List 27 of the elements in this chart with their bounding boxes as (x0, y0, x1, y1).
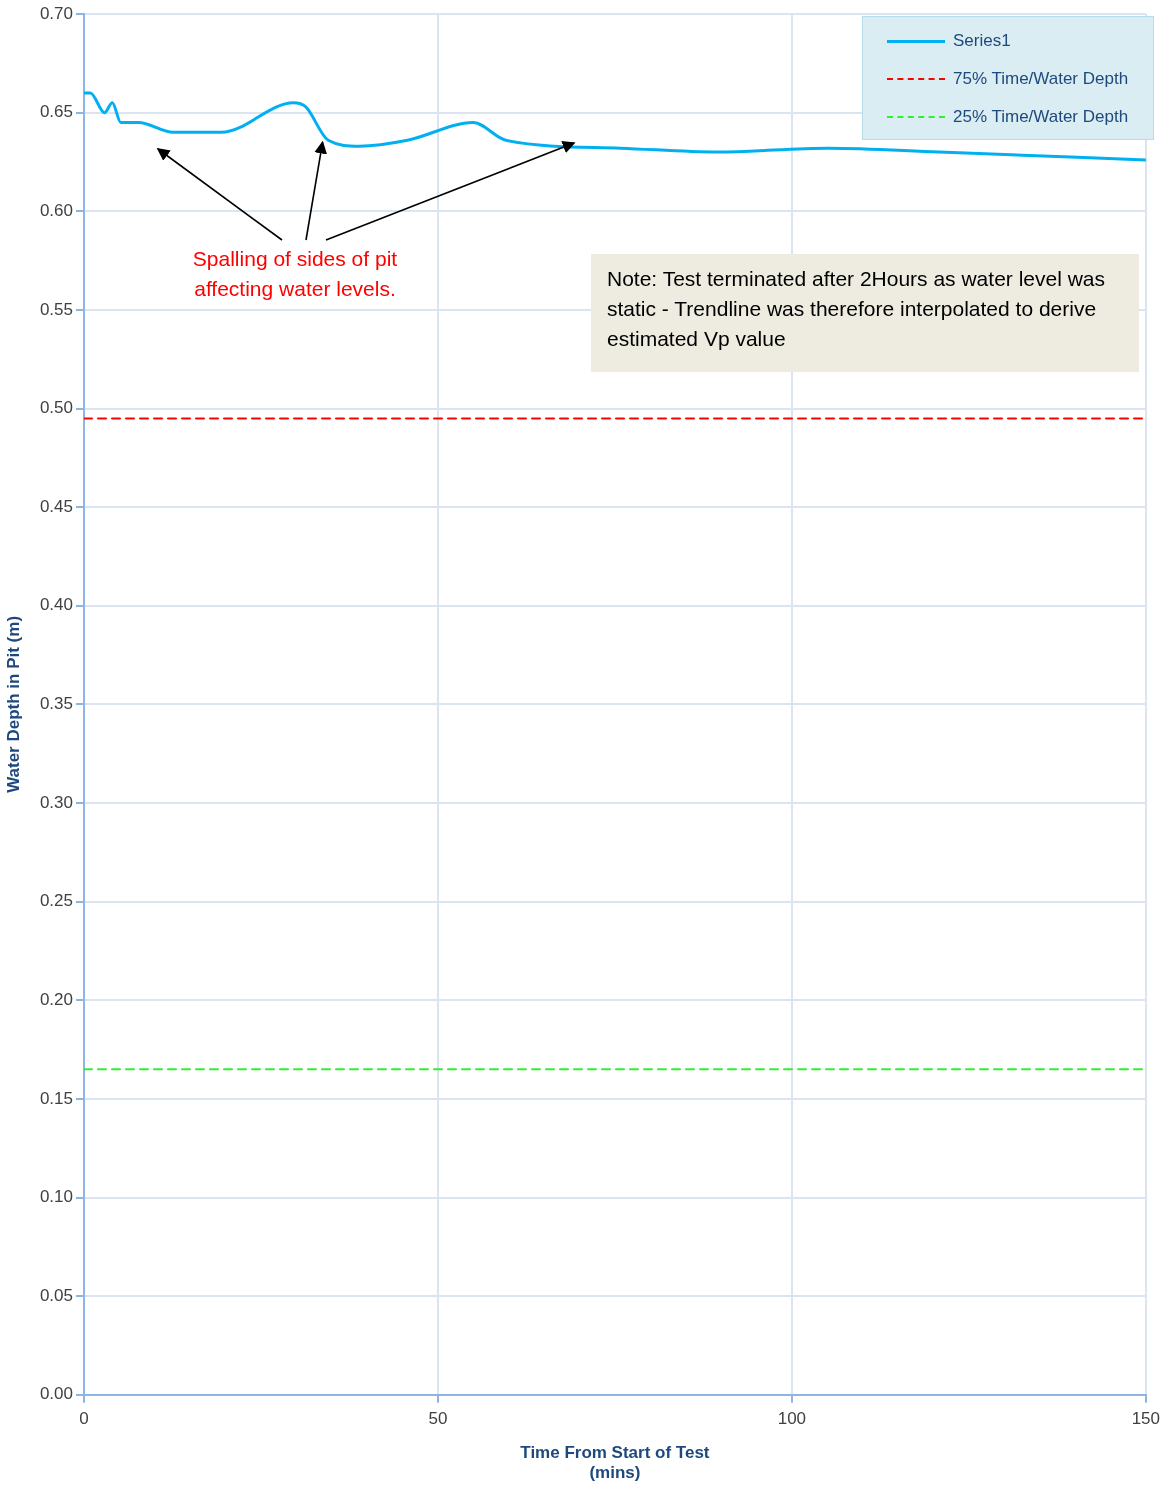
legend-label: Series1 (953, 31, 1011, 51)
x-tick-label: 150 (1131, 1408, 1161, 1428)
y-tick-label: 0.45 (39, 496, 73, 516)
annotation: Note: Test terminated after 2Hours as water level was static - Trendline was therefore interpolated to derive estimated Vp value (591, 254, 1139, 372)
annotation: Spalling of sides of pit affecting water levels. (191, 246, 399, 302)
x-tick-label: 100 (777, 1408, 807, 1428)
y-tick-label: 0.40 (39, 595, 73, 615)
x-tick-label: 0 (79, 1408, 89, 1428)
y-tick-label: 0.55 (39, 299, 73, 319)
y-tick-label: 0.30 (39, 792, 73, 812)
x-axis-title: Time From Start of Test (mins) (520, 1443, 710, 1483)
y-tick-label: 0.35 (39, 694, 73, 714)
y-axis-title: Water Depth in Pit (m) (3, 615, 23, 793)
x-tick-label: 50 (428, 1408, 448, 1428)
line-series (84, 91, 1146, 162)
y-tick-label: 0.10 (39, 1187, 73, 1207)
y-tick-label: 0.05 (39, 1285, 73, 1305)
y-tick-label: 0.70 (39, 3, 73, 23)
y-tick-label: 0.00 (39, 1384, 73, 1404)
y-tick-label: 0.60 (39, 200, 73, 220)
legend-label: 75% Time/Water Depth (953, 69, 1129, 89)
y-tick-label: 0.20 (39, 989, 73, 1009)
y-tick-label: 0.15 (39, 1088, 73, 1108)
y-tick-label: 0.65 (39, 102, 73, 122)
y-tick-label: 0.25 (39, 891, 73, 911)
legend-label: 25% Time/Water Depth (953, 107, 1129, 127)
y-tick-label: 0.50 (39, 398, 73, 418)
